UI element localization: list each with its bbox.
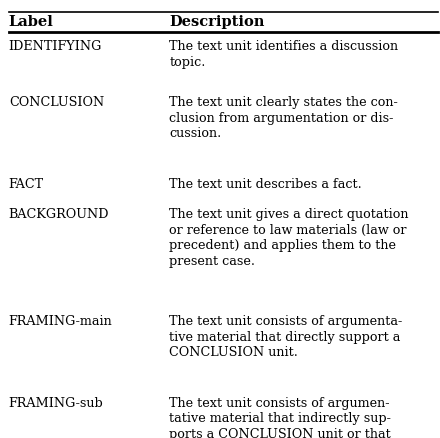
Text: FRAMING-sub: FRAMING-sub xyxy=(9,397,103,410)
Text: The text unit gives a direct quotation
or reference to law materials (law or
pre: The text unit gives a direct quotation o… xyxy=(169,208,409,268)
Text: The text unit consists of argumen-
tative material that indirectly sup-
ports a : The text unit consists of argumen- tativ… xyxy=(169,397,399,438)
Text: FACT: FACT xyxy=(9,178,44,191)
Text: BACKGROUND: BACKGROUND xyxy=(9,208,109,222)
Text: The text unit consists of argumenta-
tive material that directly support a
CONCL: The text unit consists of argumenta- tiv… xyxy=(169,315,403,359)
Text: Description: Description xyxy=(169,15,265,29)
Text: CONCLUSION: CONCLUSION xyxy=(9,96,104,110)
Text: The text unit identifies a discussion
topic.: The text unit identifies a discussion to… xyxy=(169,40,399,69)
Text: The text unit clearly states the con-
clusion from argumentation or dis-
cussion: The text unit clearly states the con- cl… xyxy=(169,96,398,140)
Text: IDENTIFYING: IDENTIFYING xyxy=(9,40,102,53)
Text: FRAMING-main: FRAMING-main xyxy=(9,315,113,328)
Text: Label: Label xyxy=(9,15,54,29)
Text: The text unit describes a fact.: The text unit describes a fact. xyxy=(169,178,362,191)
